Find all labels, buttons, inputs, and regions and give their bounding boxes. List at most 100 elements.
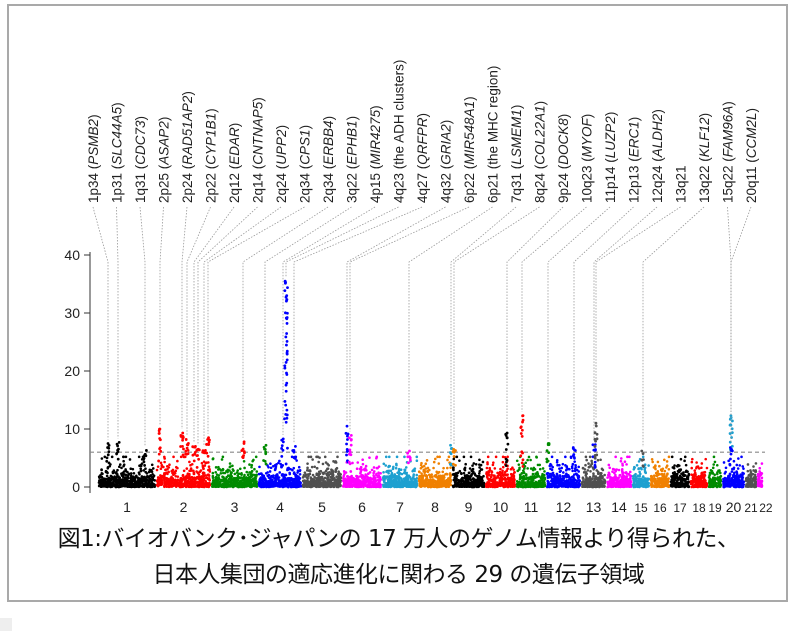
snp-point — [326, 476, 330, 479]
snp-point — [530, 477, 533, 481]
snp-point — [425, 459, 429, 462]
snp-point — [117, 465, 121, 469]
snp-point — [137, 455, 141, 459]
snp-point — [141, 475, 144, 479]
snp-point — [101, 472, 104, 476]
snp-point — [597, 482, 601, 486]
snp-point — [607, 463, 611, 467]
snp-point — [536, 463, 540, 467]
snp-point — [529, 467, 533, 470]
snp-point — [298, 472, 302, 476]
snp-point — [452, 466, 455, 469]
snp-point — [200, 461, 204, 465]
snp-point — [404, 466, 408, 469]
snp-point — [443, 479, 447, 483]
snp-point — [363, 468, 367, 472]
snp-point — [110, 482, 113, 485]
snp-point — [313, 465, 316, 469]
snp-point — [228, 462, 232, 465]
snp-point — [550, 468, 554, 472]
snp-point — [385, 470, 388, 474]
snp-point — [513, 471, 516, 474]
snp-point — [205, 482, 209, 485]
snp-point — [603, 473, 606, 477]
snp-point — [321, 462, 325, 466]
snp-point — [176, 481, 179, 485]
snp-point — [577, 465, 581, 469]
y-tick-label: 10 — [64, 421, 80, 437]
snp-point — [462, 455, 466, 459]
snp-point — [435, 475, 438, 478]
snp-point — [122, 481, 125, 484]
snp-point — [147, 484, 151, 488]
snp-point — [592, 472, 595, 475]
snp-point — [621, 464, 624, 467]
snp-point — [255, 470, 259, 473]
snp-point — [220, 458, 224, 461]
snp-point — [322, 478, 325, 481]
snp-point — [367, 485, 371, 489]
snp-point — [160, 465, 164, 468]
snp-point — [155, 468, 159, 472]
snp-point — [505, 484, 509, 488]
snp-point — [395, 484, 398, 487]
snp-point — [486, 462, 489, 466]
snp-point — [226, 480, 229, 484]
snp-point — [502, 485, 506, 489]
snp-point — [356, 461, 360, 464]
snp-point — [473, 472, 476, 475]
snp-point — [239, 476, 242, 480]
snp-point — [172, 455, 175, 459]
snp-point — [293, 483, 296, 486]
x-tick-label: 4 — [276, 499, 284, 515]
snp-point — [556, 463, 559, 467]
snp-point — [632, 467, 636, 471]
snp-point — [600, 485, 604, 488]
snp-point — [327, 480, 330, 484]
snp-point — [250, 465, 253, 469]
snp-point — [201, 480, 205, 484]
snp-point — [590, 459, 593, 463]
snp-point — [275, 463, 278, 466]
snp-point — [267, 473, 271, 477]
snp-point — [584, 482, 587, 486]
snp-point — [248, 471, 251, 474]
snp-point — [395, 475, 399, 478]
snp-point — [382, 462, 386, 466]
snp-point — [167, 470, 170, 474]
snp-point — [480, 476, 483, 479]
snp-point — [202, 483, 205, 486]
snp-point — [163, 460, 166, 464]
snp-point — [237, 484, 240, 487]
snp-point — [564, 455, 567, 459]
snp-point — [273, 468, 277, 472]
x-tick-label: 3 — [231, 499, 239, 515]
snp-point — [533, 482, 536, 485]
snp-point — [499, 478, 502, 482]
snp-point — [134, 484, 137, 488]
snp-point — [394, 466, 398, 470]
snp-point — [115, 477, 118, 480]
snp-point — [253, 467, 256, 471]
snp-point — [370, 485, 373, 489]
snp-point — [328, 470, 331, 474]
snp-point — [565, 465, 569, 468]
snp-point — [615, 484, 619, 488]
snp-point — [390, 471, 394, 475]
x-tick-label: 9 — [465, 499, 473, 515]
snp-point — [310, 465, 314, 469]
snp-point — [375, 482, 379, 486]
snp-point — [303, 484, 306, 488]
snp-point — [343, 485, 347, 488]
snp-point — [614, 473, 617, 477]
snp-point — [438, 477, 442, 481]
snp-point — [331, 470, 335, 474]
snp-point — [647, 464, 650, 467]
snp-point — [558, 474, 562, 477]
snp-point — [163, 471, 166, 475]
snp-point — [139, 463, 143, 467]
snp-point — [312, 477, 316, 481]
snp-point — [458, 485, 461, 489]
snp-point — [194, 481, 198, 484]
snp-point — [245, 484, 249, 488]
